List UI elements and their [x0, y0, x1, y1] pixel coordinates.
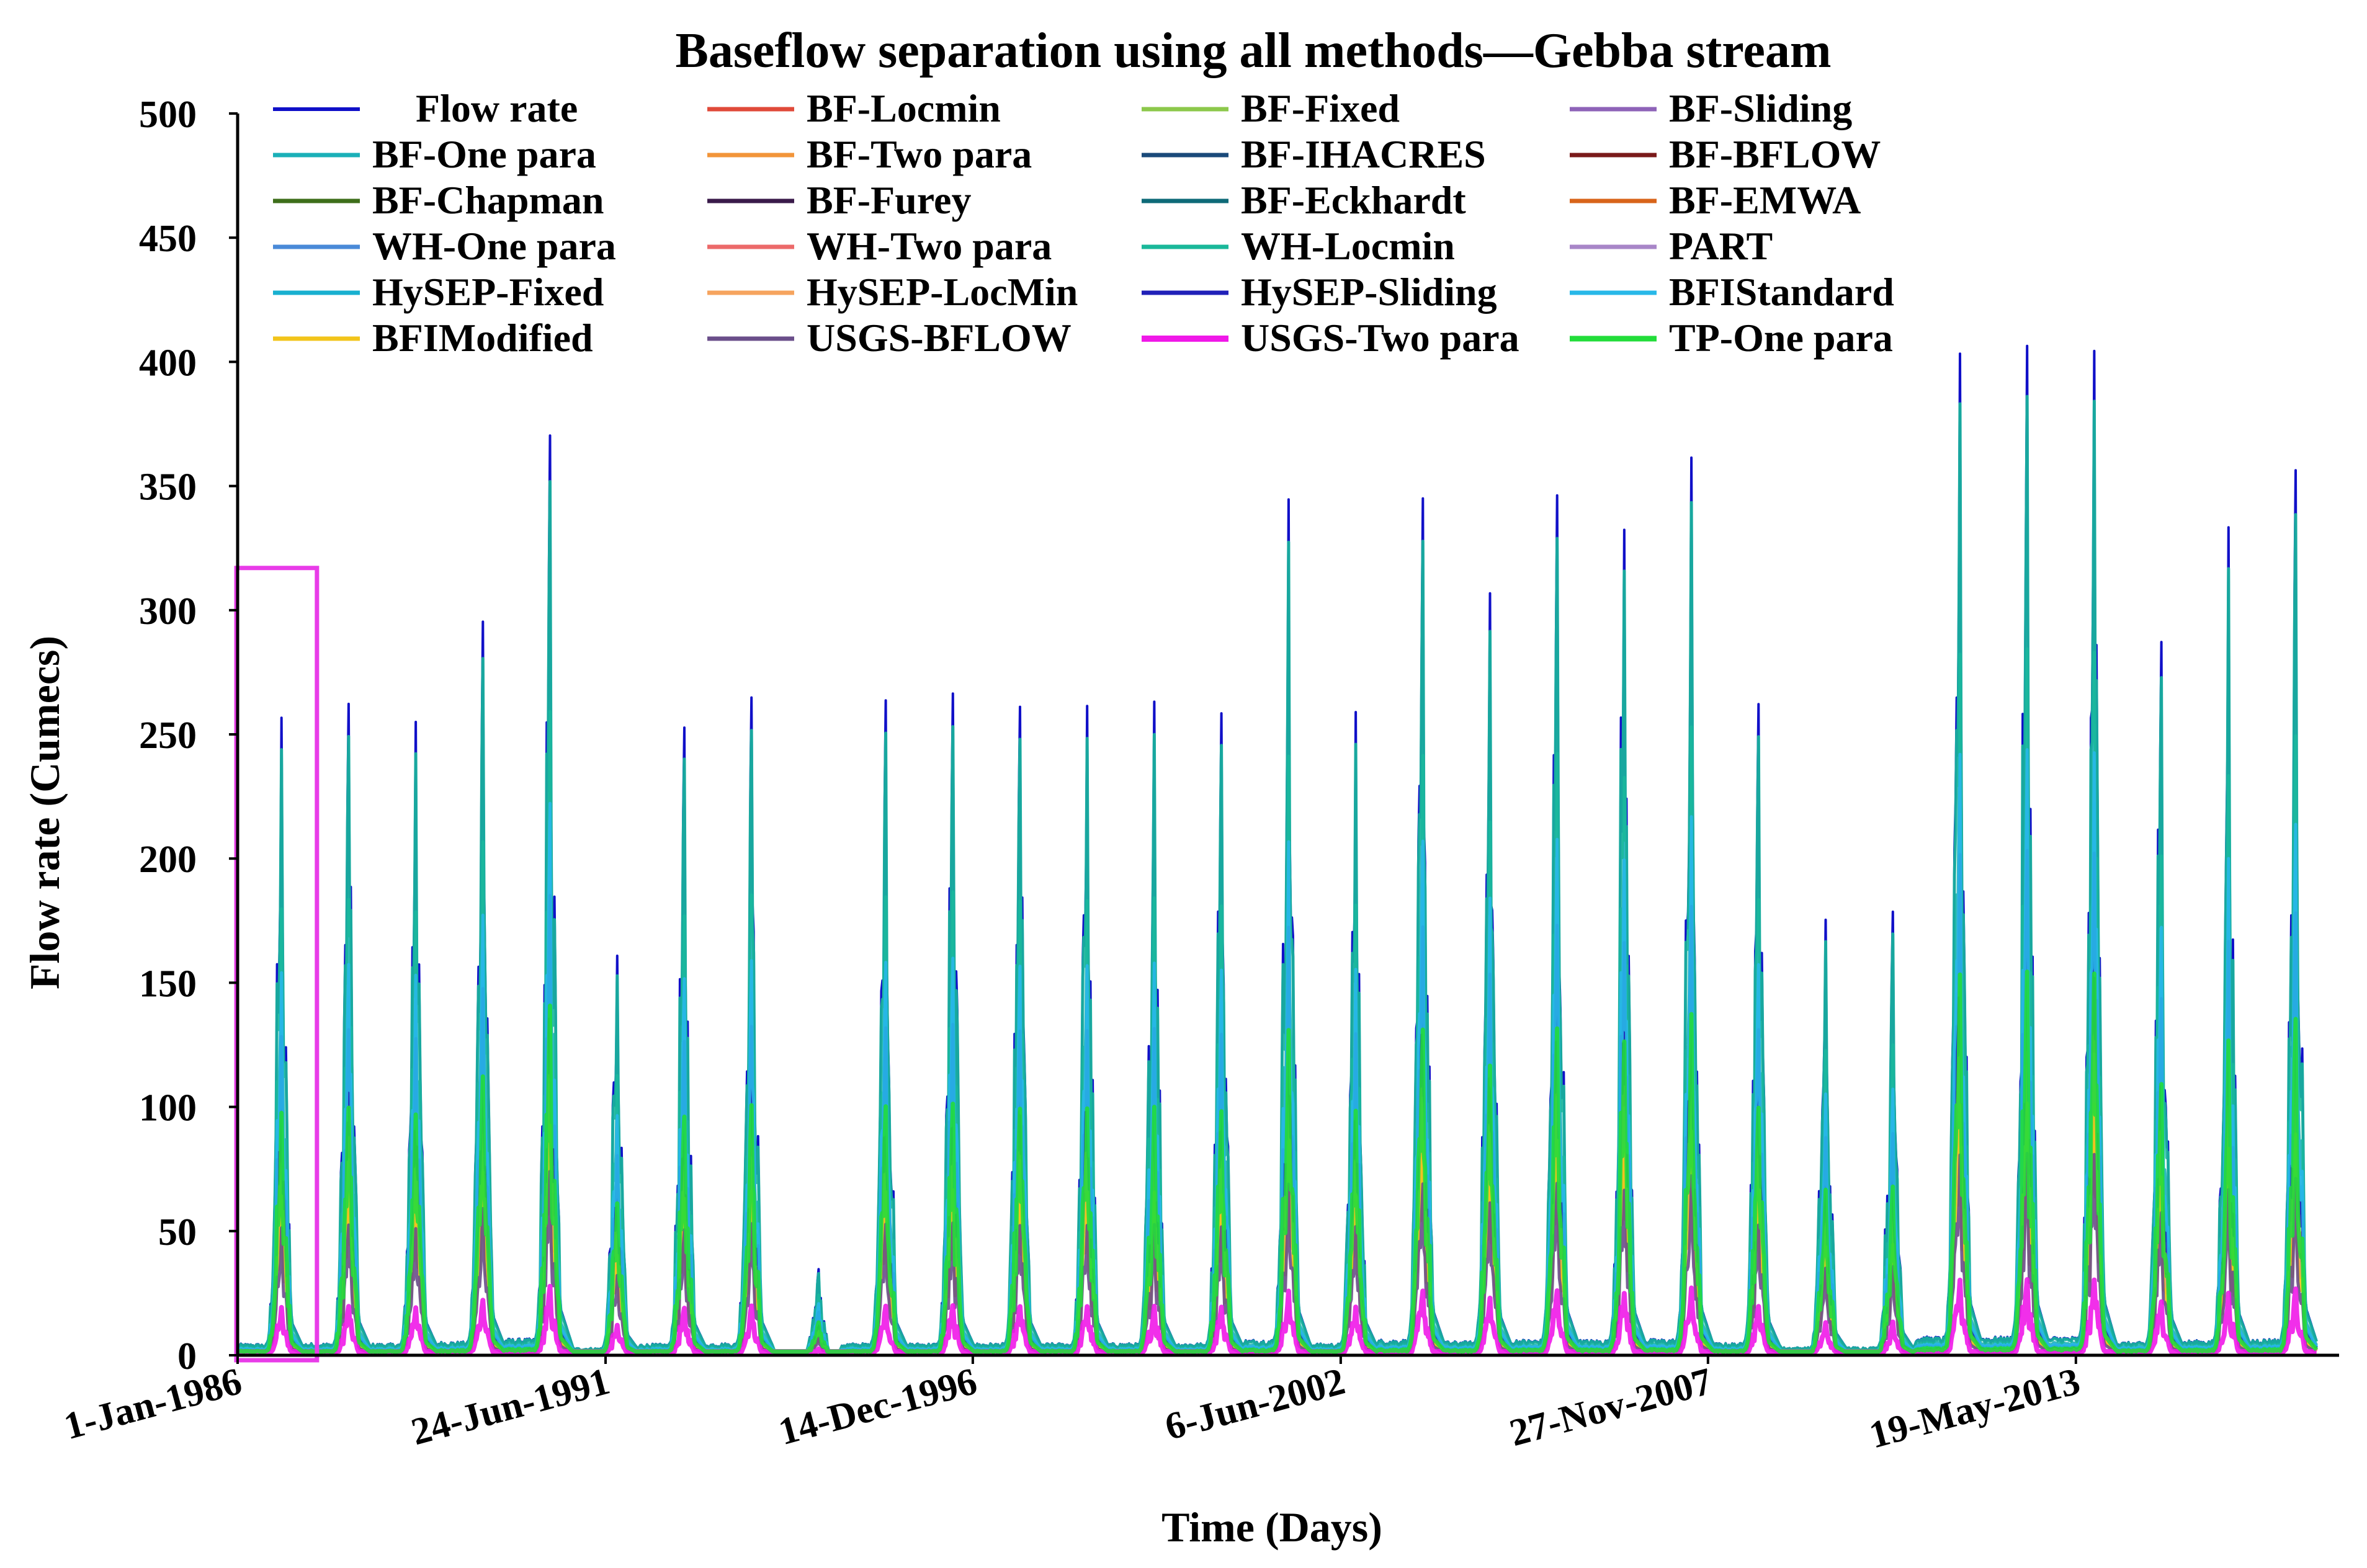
y-axis-label: Flow rate (Cumecs): [21, 636, 68, 989]
x-tick-label: 19-May-2013: [1865, 1360, 2085, 1457]
legend-entry: WH-Locmin: [1241, 224, 1455, 268]
series-line: [236, 969, 2319, 1354]
legend-entry: TP-One para: [1669, 316, 1893, 360]
y-tick-label: 150: [139, 963, 197, 1005]
legend-entry: BF-Chapman: [372, 178, 604, 222]
legend: Flow rate BF-Locmin BF-Fixed BF-Sliding BF-O…: [273, 86, 1894, 360]
legend-entry: BF-Two para: [807, 132, 1032, 176]
legend-entry: HySEP-Sliding: [1241, 270, 1497, 314]
legend-entry: USGS-Two para: [1241, 316, 1519, 360]
legend-entry: BF-IHACRES: [1241, 132, 1486, 176]
legend-entry: WH-One para: [372, 224, 616, 268]
legend-entry: BF-Furey: [807, 178, 971, 222]
y-tick-label: 450: [139, 218, 197, 260]
y-tick-label: 200: [139, 839, 197, 881]
chart-title: Baseflow separation using all methods—Ge…: [675, 24, 1831, 78]
x-tick-label: 24-Jun-1991: [407, 1360, 614, 1453]
x-tick-label: 14-Dec-1996: [774, 1360, 982, 1453]
y-tick-label: 500: [139, 94, 197, 136]
legend-entry: BF-Fixed: [1241, 86, 1400, 130]
y-tick-label: 400: [139, 342, 197, 384]
legend-entry: BFIStandard: [1669, 270, 1894, 314]
legend-entry: PART: [1669, 224, 1773, 268]
legend-entry: Flow rate: [416, 86, 578, 130]
legend-entry: BFIModified: [372, 316, 593, 360]
x-tick-label: 1-Jan-1986: [60, 1360, 246, 1448]
legend-entry: BF-One para: [372, 132, 596, 176]
y-tick-label: 50: [158, 1211, 197, 1254]
legend-entry: USGS-BFLOW: [807, 316, 1072, 360]
legend-entry: BF-Sliding: [1669, 86, 1852, 130]
x-axis-label: Time (Days): [1161, 1503, 1382, 1551]
legend-entry: HySEP-Fixed: [372, 270, 604, 314]
legend-entry: HySEP-LocMin: [807, 270, 1078, 314]
legend-entry: BF-BFLOW: [1669, 132, 1881, 176]
y-tick-label: 300: [139, 590, 197, 633]
y-tick-label: 100: [139, 1087, 197, 1129]
x-tick-label: 6-Jun-2002: [1161, 1360, 1349, 1448]
x-tick-label: 27-Nov-2007: [1505, 1360, 1716, 1454]
y-tick-label: 0: [177, 1335, 197, 1378]
legend-entry: BF-Locmin: [807, 86, 1001, 130]
y-tick-label: 250: [139, 715, 197, 757]
plot-lines: [234, 344, 2319, 1363]
legend-entry: BF-EMWA: [1669, 178, 1861, 222]
legend-entry: WH-Two para: [807, 224, 1052, 268]
y-tick-label: 350: [139, 466, 197, 509]
legend-entry: BF-Eckhardt: [1241, 178, 1466, 222]
